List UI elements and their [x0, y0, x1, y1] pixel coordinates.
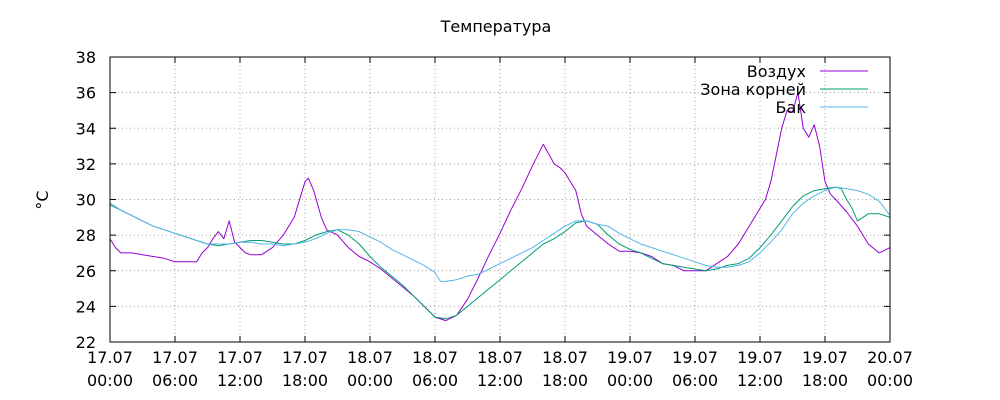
x-tick-label-time: 12:00	[737, 371, 783, 390]
x-tick-label-time: 06:00	[152, 371, 198, 390]
axis-ticks: 22 24 26 28 30 32 34 36 38 17.07 00:00 17.07 06:00 17…	[76, 48, 913, 390]
x-tick-label-date: 19.07	[737, 348, 783, 367]
chart-title: Температура	[440, 17, 552, 36]
x-tick-label-date: 18.07	[347, 348, 393, 367]
x-tick-label-date: 20.07	[867, 348, 913, 367]
y-tick-label: 36	[76, 84, 96, 103]
x-tick-label-time: 06:00	[672, 371, 718, 390]
x-tick-label-time: 00:00	[347, 371, 393, 390]
x-tick-label-date: 17.07	[152, 348, 198, 367]
plot-frame	[109, 56, 891, 343]
x-tick-label-date: 19.07	[607, 348, 653, 367]
x-tick-label-date: 17.07	[282, 348, 328, 367]
series-line-3	[109, 186, 891, 282]
y-tick-label: 24	[76, 297, 96, 316]
x-tick-label-time: 00:00	[867, 371, 913, 390]
x-tick-label-time: 18:00	[542, 371, 588, 390]
x-tick-label-time: 18:00	[802, 371, 848, 390]
x-tick-label-date: 19.07	[672, 348, 718, 367]
y-tick-label: 34	[76, 119, 96, 138]
x-tick-label-date: 17.07	[87, 348, 133, 367]
x-tick-label-time: 00:00	[607, 371, 653, 390]
x-tick-label-time: 12:00	[217, 371, 263, 390]
y-tick-label: 22	[76, 333, 96, 352]
x-tick-label-date: 17.07	[217, 348, 263, 367]
y-tick-label: 30	[76, 191, 96, 210]
series-line-1	[109, 92, 891, 322]
x-tick-label-time: 06:00	[412, 371, 458, 390]
x-tick-label-date: 19.07	[802, 348, 848, 367]
series-line-2	[109, 186, 891, 320]
x-tick-label-date: 18.07	[542, 348, 588, 367]
legend-label: Зона корней	[700, 80, 806, 99]
x-tick-label-time: 18:00	[282, 371, 328, 390]
y-tick-label: 28	[76, 226, 96, 245]
legend-label: Воздух	[747, 62, 806, 81]
x-tick-label-date: 18.07	[412, 348, 458, 367]
grid-lines	[110, 57, 890, 342]
y-tick-label: 38	[76, 48, 96, 67]
y-axis-label: °C	[33, 190, 52, 209]
x-tick-label-date: 18.07	[477, 348, 523, 367]
x-tick-label-time: 00:00	[87, 371, 133, 390]
legend-label: Бак	[776, 98, 807, 117]
x-tick-label-time: 12:00	[477, 371, 523, 390]
y-tick-label: 32	[76, 155, 96, 174]
y-tick-label: 26	[76, 262, 96, 281]
data-series	[109, 92, 891, 322]
